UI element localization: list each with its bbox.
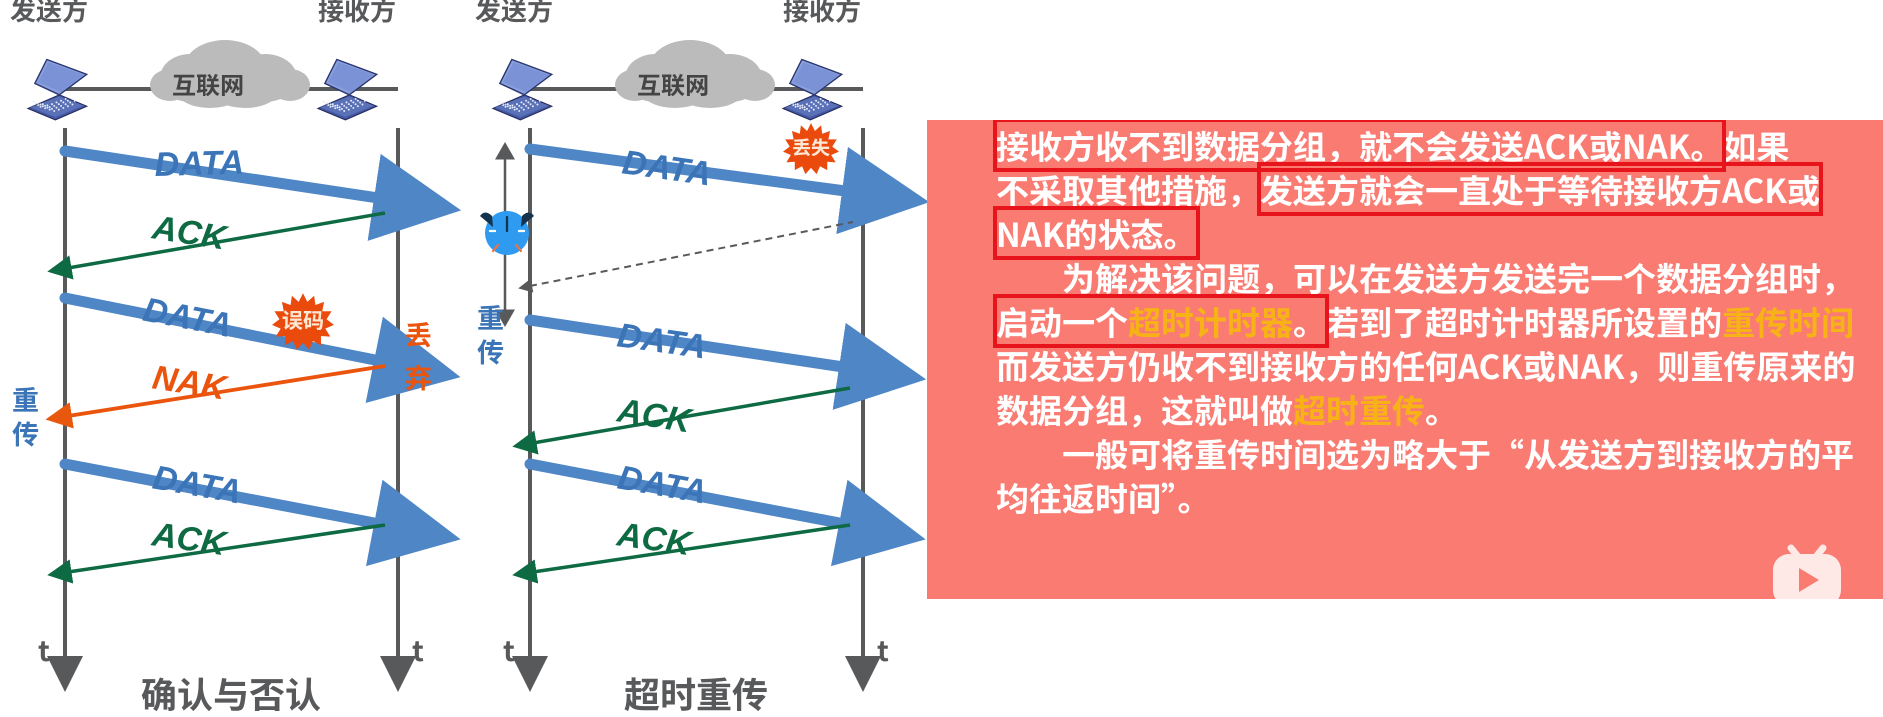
svg-text:ACK: ACK <box>149 515 231 563</box>
svg-text:丢失: 丢失 <box>792 133 830 160</box>
svg-text:ACK: ACK <box>614 515 696 563</box>
svg-text:t: t <box>412 630 424 670</box>
svg-text:传: 传 <box>477 331 504 370</box>
svg-text:确认与否认: 确认与否认 <box>141 667 321 717</box>
svg-text:DATA: DATA <box>620 143 714 193</box>
svg-text:互联网: 互联网 <box>637 66 709 101</box>
svg-text:丢: 丢 <box>405 314 432 353</box>
svg-text:接收方: 接收方 <box>318 0 396 28</box>
svg-text:互联网: 互联网 <box>172 66 244 101</box>
svg-text:发送方: 发送方 <box>475 0 553 28</box>
svg-text:t: t <box>38 630 50 670</box>
svg-text:接收方: 接收方 <box>783 0 861 28</box>
svg-text:DATA: DATA <box>140 291 235 345</box>
svg-text:传: 传 <box>12 413 39 452</box>
svg-text:DATA: DATA <box>150 459 245 512</box>
svg-text:t: t <box>503 630 515 670</box>
svg-text:弃: 弃 <box>405 357 432 396</box>
svg-text:误码: 误码 <box>282 305 324 335</box>
svg-text:t: t <box>877 630 889 670</box>
svg-text:超时重传: 超时重传 <box>624 667 768 717</box>
svg-text:DATA: DATA <box>154 144 244 184</box>
svg-text:DATA: DATA <box>615 459 710 512</box>
svg-text:DATA: DATA <box>615 316 709 366</box>
svg-text:发送方: 发送方 <box>10 0 88 28</box>
svg-text:ACK: ACK <box>614 391 696 441</box>
